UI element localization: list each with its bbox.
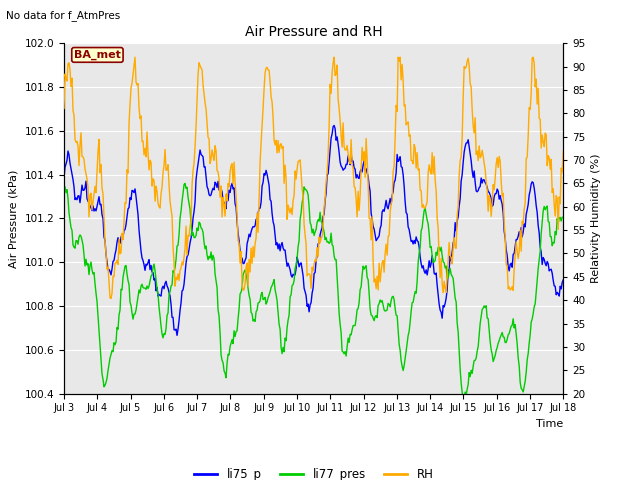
Title: Air Pressure and RH: Air Pressure and RH — [244, 25, 383, 39]
Text: No data for f_AtmPres: No data for f_AtmPres — [6, 10, 121, 21]
Legend: li75_p, li77_pres, RH: li75_p, li77_pres, RH — [189, 463, 438, 480]
X-axis label: Time: Time — [536, 419, 563, 429]
Text: BA_met: BA_met — [74, 50, 121, 60]
Y-axis label: Air Pressure (kPa): Air Pressure (kPa) — [9, 169, 19, 267]
Y-axis label: Relativity Humidity (%): Relativity Humidity (%) — [591, 154, 601, 283]
